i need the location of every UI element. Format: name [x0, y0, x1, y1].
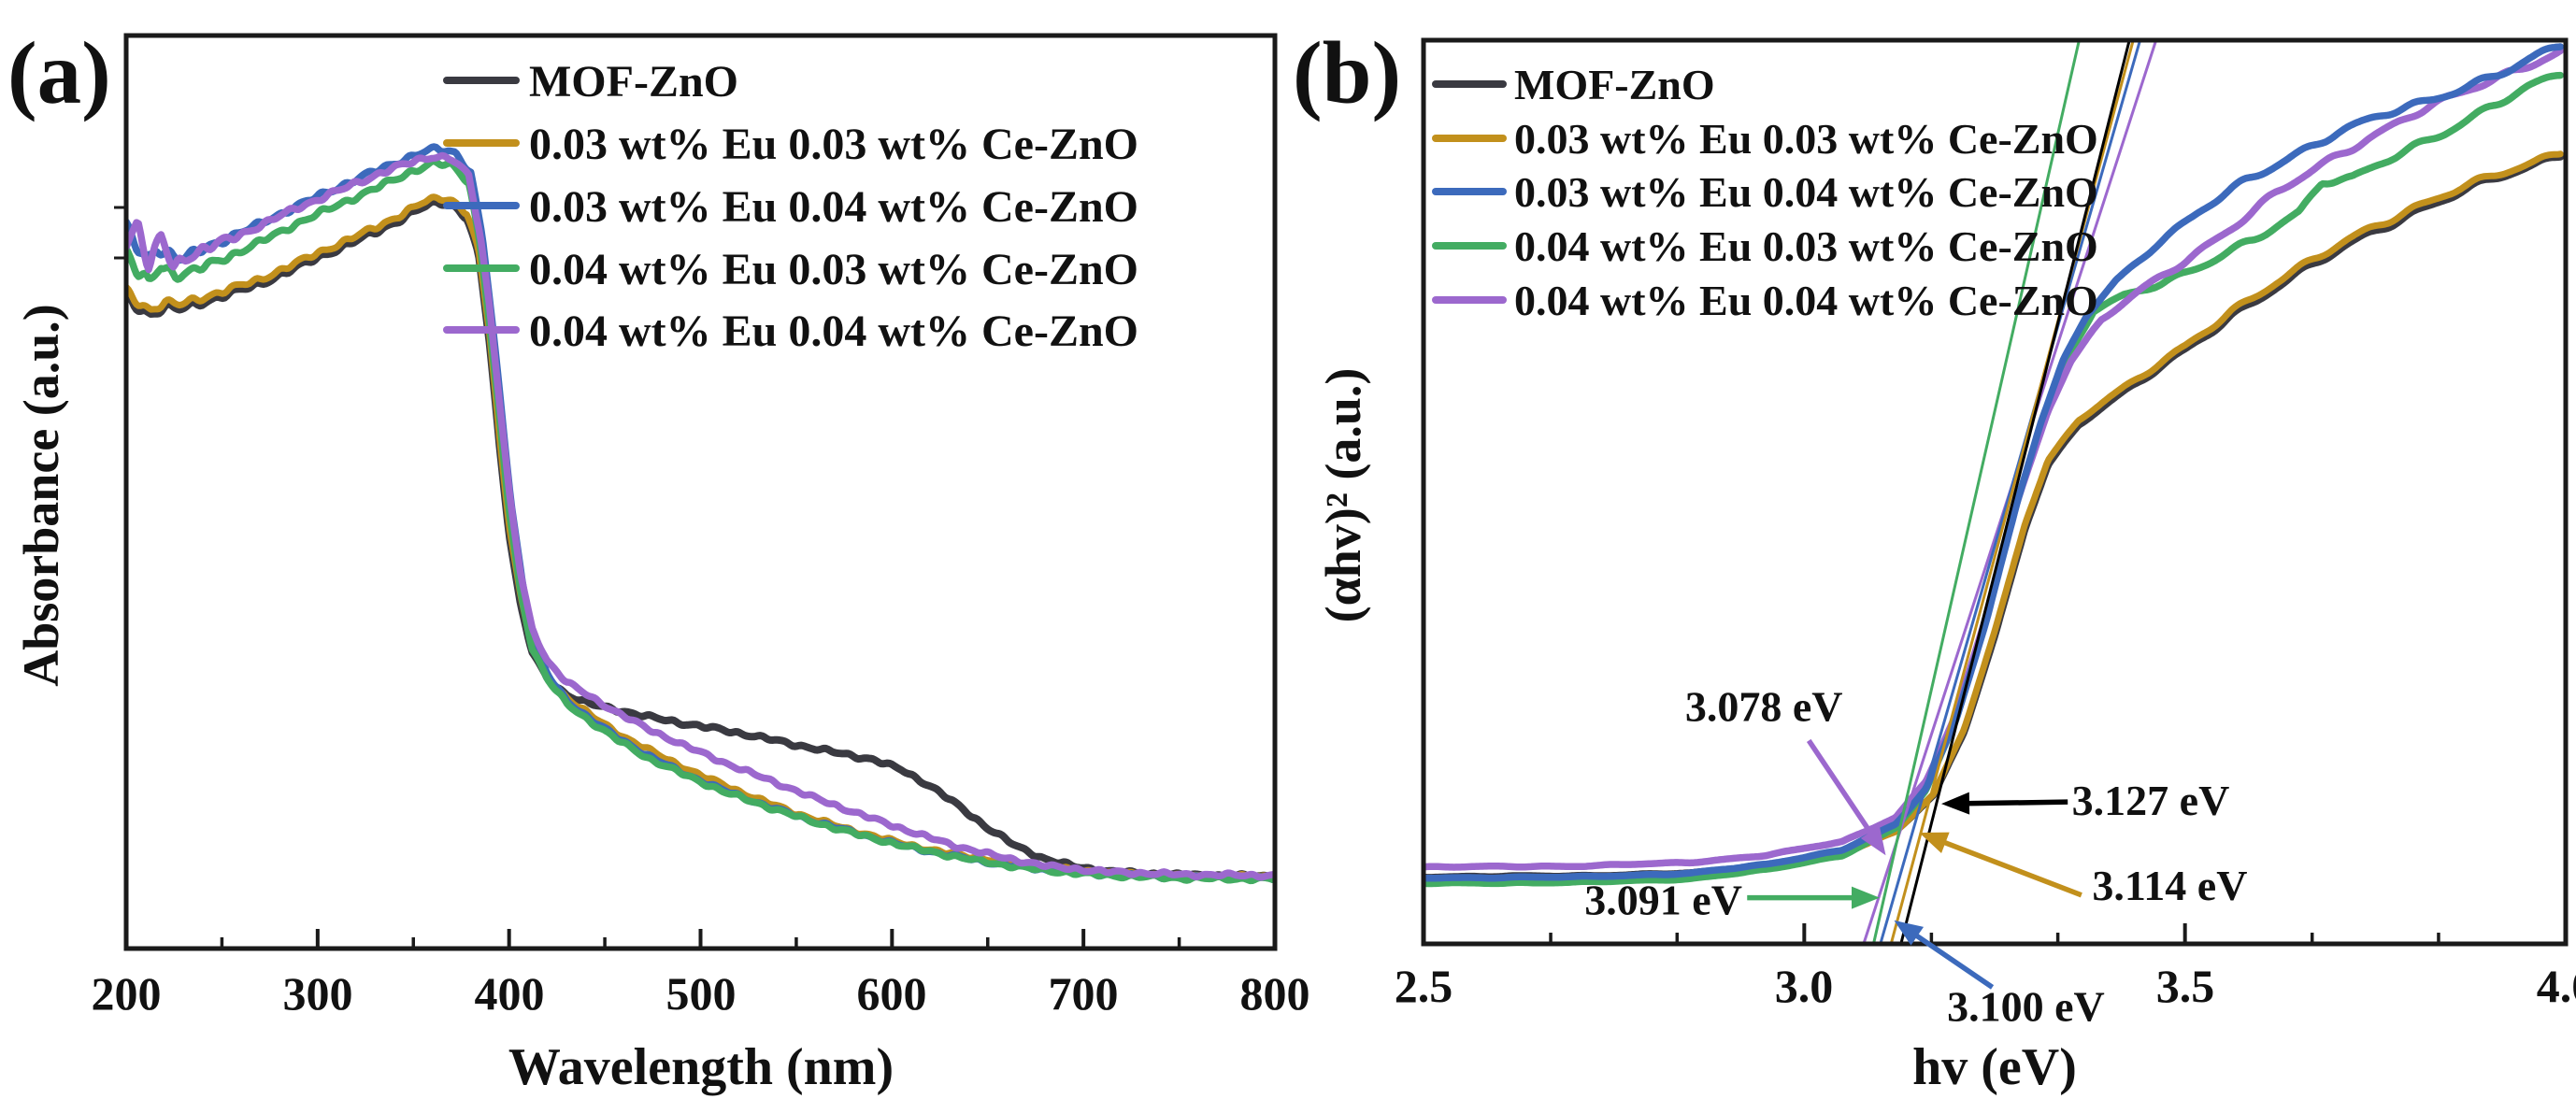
x-tick-label: 700: [1049, 967, 1119, 1020]
legend-label: 0.03 wt% Eu 0.03 wt% Ce-ZnO: [1514, 115, 2098, 163]
panel-b-curves: [1422, 43, 2565, 888]
legend-label: 0.03 wt% Eu 0.04 wt% Ce-ZnO: [1514, 168, 2098, 216]
x-tick-label: 800: [1240, 967, 1310, 1020]
panel-b: (b) 2.5 3.0 3.5 4.0 hv (eV) (αhv)² (a.u.…: [1293, 23, 2576, 1096]
panel-a-legend: MOF-ZnO 0.03 wt% Eu 0.03 wt% Ce-ZnO 0.03…: [443, 57, 1138, 356]
legend-label: 0.03 wt% Eu 0.04 wt% Ce-ZnO: [529, 182, 1138, 232]
annotation-1: 3.127 eV: [2072, 777, 2230, 824]
x-tick-label: 300: [283, 967, 353, 1020]
panel-a-curves: [124, 143, 1277, 885]
x-tick-label: 3.5: [2156, 960, 2215, 1012]
legend-label: 0.04 wt% Eu 0.04 wt% Ce-ZnO: [1514, 277, 2098, 324]
legend-label: 0.03 wt% Eu 0.03 wt% Ce-ZnO: [529, 120, 1138, 169]
legend-label: MOF-ZnO: [529, 57, 738, 107]
x-tick-label: 3.0: [1775, 960, 1834, 1012]
annotation-4: 3.100 eV: [1947, 983, 2105, 1031]
legend-label: 0.04 wt% Eu 0.04 wt% Ce-ZnO: [529, 307, 1138, 356]
panel-b-annotation-arrows: [1747, 738, 2082, 990]
x-tick-label: 600: [857, 967, 927, 1020]
panel-b-legend: MOF-ZnO 0.03 wt% Eu 0.03 wt% Ce-ZnO 0.03…: [1432, 61, 2098, 324]
legend-label: 0.04 wt% Eu 0.03 wt% Ce-ZnO: [1514, 222, 2098, 270]
panel-a-frame: [123, 33, 1278, 951]
annotation-2: 3.114 eV: [2092, 862, 2247, 909]
panel-a-x-axis-title: Wavelength (nm): [508, 1038, 894, 1096]
x-tick-label: 4.0: [2537, 960, 2576, 1012]
panel-b-tangent-lines: [1862, 39, 2158, 945]
panel-b-ticks: [1422, 923, 2568, 944]
annotation-0: 3.078 eV: [1685, 683, 1843, 731]
panel-b-x-axis-title: hv (eV): [1912, 1038, 2077, 1096]
panel-a-y-axis-title: Absorbance (a.u.): [13, 304, 69, 687]
panel-b-letter: (b): [1293, 23, 1401, 122]
legend-label: MOF-ZnO: [1514, 61, 1715, 108]
panel-b-y-axis-title: (αhv)² (a.u.): [1315, 368, 1371, 623]
annotation-3: 3.091 eV: [1584, 877, 1742, 924]
panel-a-ticks: [124, 929, 1277, 949]
panel-a-letter: (a): [7, 23, 111, 122]
x-tick-label: 2.5: [1395, 960, 1453, 1012]
panel-b-frame: [1421, 37, 2569, 947]
x-tick-label: 500: [666, 967, 737, 1020]
panel-a: (a) 200 300 400 500 600 700 800 Waveleng…: [7, 23, 1310, 1096]
x-tick-label: 200: [92, 967, 162, 1020]
legend-label: 0.04 wt% Eu 0.03 wt% Ce-ZnO: [529, 245, 1138, 294]
x-tick-label: 400: [475, 967, 545, 1020]
